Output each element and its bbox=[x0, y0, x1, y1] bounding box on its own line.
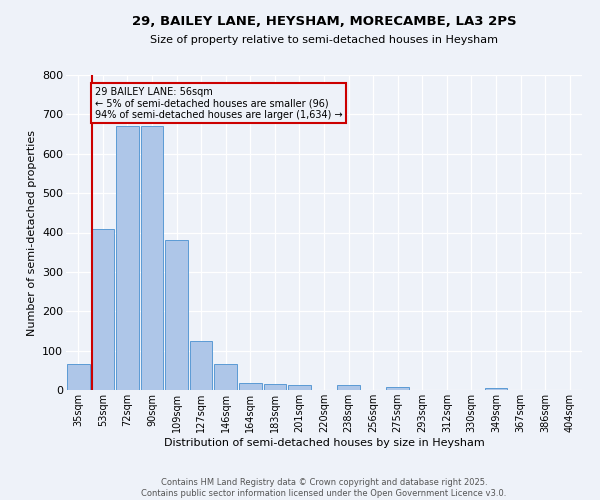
Text: 29 BAILEY LANE: 56sqm
← 5% of semi-detached houses are smaller (96)
94% of semi-: 29 BAILEY LANE: 56sqm ← 5% of semi-detac… bbox=[95, 87, 342, 120]
Bar bbox=[288, 386, 311, 390]
Text: 29, BAILEY LANE, HEYSHAM, MORECAMBE, LA3 2PS: 29, BAILEY LANE, HEYSHAM, MORECAMBE, LA3… bbox=[131, 15, 517, 28]
Text: Size of property relative to semi-detached houses in Heysham: Size of property relative to semi-detach… bbox=[150, 35, 498, 45]
Bar bbox=[67, 364, 89, 390]
Bar bbox=[485, 388, 508, 390]
Bar bbox=[165, 240, 188, 390]
Bar bbox=[263, 384, 286, 390]
Bar bbox=[140, 126, 163, 390]
X-axis label: Distribution of semi-detached houses by size in Heysham: Distribution of semi-detached houses by … bbox=[164, 438, 484, 448]
Bar bbox=[239, 383, 262, 390]
Bar bbox=[116, 126, 139, 390]
Y-axis label: Number of semi-detached properties: Number of semi-detached properties bbox=[26, 130, 37, 336]
Bar bbox=[190, 341, 212, 390]
Bar bbox=[92, 228, 114, 390]
Bar bbox=[386, 387, 409, 390]
Text: Contains HM Land Registry data © Crown copyright and database right 2025.
Contai: Contains HM Land Registry data © Crown c… bbox=[142, 478, 506, 498]
Bar bbox=[337, 386, 360, 390]
Bar bbox=[214, 364, 237, 390]
